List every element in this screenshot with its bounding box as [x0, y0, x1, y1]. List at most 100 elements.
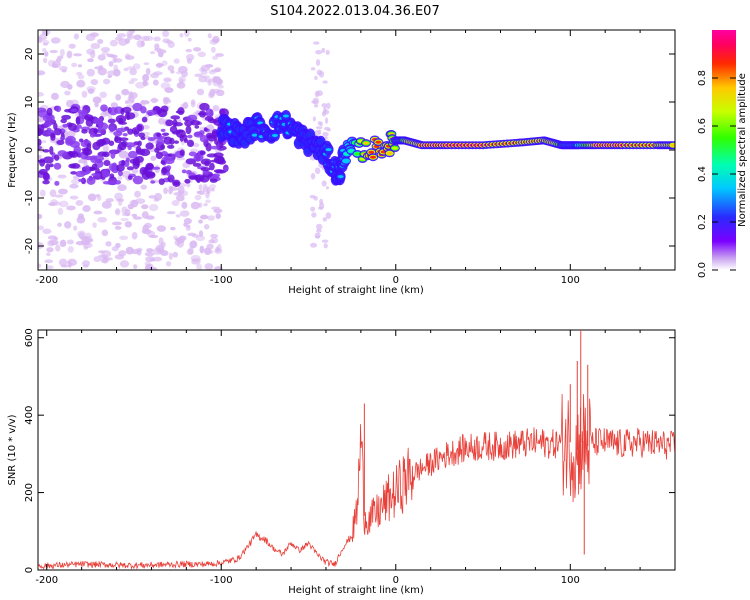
spectrum-noise-blob: [181, 201, 188, 210]
spectrum-noise-blob: [66, 130, 76, 138]
spectrum-noise-blob: [202, 186, 209, 192]
spectrum-noise-blob: [163, 77, 172, 83]
spectrum-noise-blob: [46, 252, 51, 256]
spectrum-noise-blob: [310, 242, 318, 248]
spectrum-noise-blob: [97, 39, 104, 45]
spectrum-noise-blob: [191, 257, 202, 262]
spectrum-noise-blob: [215, 53, 224, 57]
spectrum-noise-blob: [58, 258, 68, 267]
spectrum-noise-blob: [120, 217, 129, 222]
spectrum-noise-blob: [86, 85, 96, 92]
spectrum-band-blob: [223, 166, 229, 172]
spectrum-noise-blob: [54, 194, 64, 198]
spectrogram-xtick-label: -100: [210, 275, 233, 286]
spectrum-noise-blob: [207, 79, 212, 86]
snr-panel: -200 -100 0 100 0 200 400 600 Height of straigh…: [7, 328, 676, 596]
spectrum-band-blob: [179, 149, 185, 156]
spectrum-noise-blob: [73, 53, 82, 57]
spectrum-noise-blob: [97, 54, 106, 61]
spectrum-noise-blob: [311, 212, 317, 218]
spectrum-ridge-core: [317, 140, 324, 144]
spectrum-noise-blob: [118, 250, 127, 257]
spectrum-noise-blob: [141, 211, 149, 219]
spectrum-noise-blob: [86, 48, 96, 55]
spectrum-noise-blob: [211, 206, 221, 210]
spectrum-noise-blob: [126, 30, 133, 39]
spectrum-band-blob: [49, 163, 54, 168]
spectrum-noise-blob: [166, 211, 176, 215]
spectrum-noise-blob: [38, 213, 43, 220]
spectrum-noise-blob: [319, 121, 323, 127]
spectrum-noise-blob: [153, 197, 160, 202]
spectrogram-ytick-label: -20: [24, 238, 35, 254]
spectrum-noise-blob: [315, 49, 322, 55]
colorbar-label: Normalized spectral amplitude: [737, 73, 748, 227]
spectrum-band-blob: [166, 165, 172, 171]
spectrum-noise-blob: [49, 189, 57, 198]
spectrum-band-blob: [190, 119, 201, 126]
spectrum-band-blob: [84, 155, 95, 161]
snr-xtick-label: -100: [210, 575, 233, 586]
spectrum-ridge-core: [391, 146, 398, 150]
spectrum-band-blob: [122, 132, 128, 137]
spectrum-noise-blob: [125, 246, 134, 255]
spectrum-noise-blob: [59, 239, 67, 248]
spectrum-band-blob: [204, 116, 214, 122]
spectrum-noise-blob: [168, 252, 173, 260]
spectrum-band-blob: [136, 124, 143, 132]
spectrum-band-blob: [146, 163, 154, 170]
spectrum-band-blob: [59, 136, 66, 141]
spectrum-band-blob: [68, 163, 77, 169]
spectrum-noise-blob: [318, 206, 324, 210]
spectrum-noise-blob: [212, 55, 219, 60]
spectrum-noise-blob: [49, 239, 59, 246]
spectrum-band-blob: [185, 125, 192, 135]
spectrum-band-blob: [121, 159, 126, 166]
spectrum-band-blob: [194, 125, 200, 129]
spectrum-band-blob: [146, 109, 157, 116]
spectrum-noise-blob: [50, 37, 61, 44]
snr-ytick-label: 200: [24, 483, 35, 502]
spectrum-noise-blob: [66, 205, 76, 211]
spectrum-noise-blob: [136, 249, 142, 256]
spectrogram-xtick-label: 100: [561, 275, 580, 286]
spectrum-band-blob: [185, 169, 192, 175]
spectrum-band-blob: [64, 108, 72, 113]
spectrum-noise-blob: [148, 203, 159, 212]
spectrum-ridge-core: [370, 155, 377, 159]
spectrum-band-blob: [163, 153, 169, 162]
spectrum-band-blob: [158, 178, 165, 185]
spectrum-noise-blob: [203, 224, 210, 230]
colorbar-tick-label: 0.6: [697, 118, 708, 134]
spectrum-band-blob: [118, 170, 123, 177]
colorbar-tick-label: 0.4: [697, 166, 708, 182]
spectrum-noise-blob: [310, 206, 316, 212]
snr-xtick-label: -200: [35, 575, 58, 586]
spectrum-noise-blob: [75, 71, 83, 76]
spectrum-noise-blob: [114, 226, 122, 230]
spectrum-noise-blob: [314, 167, 321, 175]
spectrum-noise-blob: [131, 168, 139, 174]
spectrum-noise-blob: [200, 70, 208, 75]
spectrum-noise-blob: [325, 186, 329, 190]
spectrum-noise-blob: [323, 126, 331, 131]
spectrum-noise-blob: [323, 243, 328, 249]
snr-xtick-label: 100: [561, 575, 580, 586]
spectrum-noise-blob: [190, 201, 201, 210]
spectrum-band-blob: [209, 178, 218, 183]
spectrum-noise-blob: [46, 247, 54, 253]
spectrum-noise-blob: [184, 30, 190, 37]
spectrum-band-blob: [107, 118, 116, 124]
spectrum-band-blob: [165, 171, 171, 176]
spectrum-noise-blob: [59, 48, 65, 57]
spectrum-noise-blob: [162, 30, 170, 38]
spectrum-ridge-core: [282, 114, 289, 118]
spectrum-noise-blob: [77, 64, 82, 68]
spectrum-band-blob: [45, 163, 51, 171]
spectrum-noise-blob: [47, 235, 57, 240]
spectrogram-xlabel: Height of straight line (km): [288, 285, 424, 296]
spectrum-noise-blob: [57, 174, 67, 179]
spectrum-band-blob: [93, 128, 98, 134]
spectrum-noise-blob: [168, 187, 173, 195]
spectrum-band-blob: [54, 180, 60, 186]
